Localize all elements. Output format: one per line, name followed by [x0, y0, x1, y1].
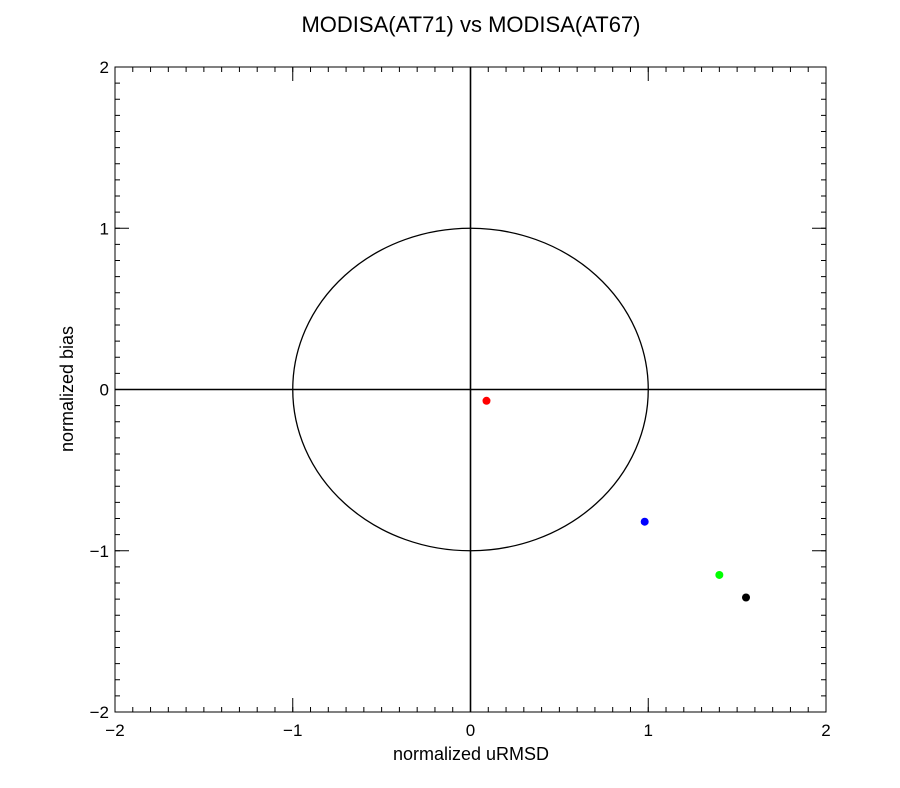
x-tick-label: −1 — [283, 721, 302, 740]
chart-title: MODISA(AT71) vs MODISA(AT67) — [301, 12, 640, 37]
data-point — [482, 396, 491, 405]
data-point — [640, 517, 649, 526]
y-tick-label: −1 — [90, 542, 109, 561]
x-axis-title: normalized uRMSD — [393, 744, 549, 764]
y-tick-label: 2 — [100, 58, 109, 77]
x-tick-label: 1 — [644, 721, 653, 740]
y-tick-label: −2 — [90, 703, 109, 722]
data-points — [482, 396, 751, 602]
x-tick-label: −2 — [105, 721, 124, 740]
y-tick-label: 1 — [100, 219, 109, 238]
y-axis-title: normalized bias — [57, 326, 77, 452]
x-tick-label: 0 — [466, 721, 475, 740]
reference-elements — [115, 67, 826, 712]
data-point — [742, 593, 751, 602]
tick-labels: −2 −1 0 1 2 −2 −1 0 1 2 — [90, 58, 831, 740]
y-tick-label: 0 — [100, 381, 109, 400]
x-tick-label: 2 — [821, 721, 830, 740]
data-point — [715, 570, 724, 579]
